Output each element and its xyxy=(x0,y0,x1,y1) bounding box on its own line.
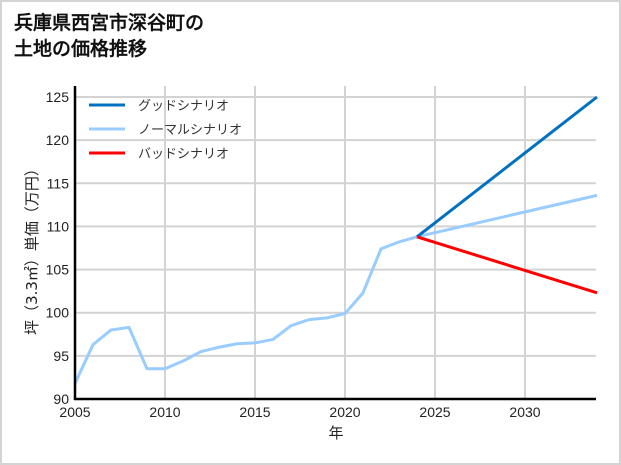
axes xyxy=(73,86,596,401)
y-tick-label: 115 xyxy=(47,175,70,191)
series-line xyxy=(416,95,598,238)
x-tick-label: 2015 xyxy=(239,404,270,420)
x-tick-label: 2030 xyxy=(509,404,540,420)
x-tick-label: 2005 xyxy=(59,404,90,420)
series-line xyxy=(416,235,598,295)
chart-title-line-2: 土地の価格推移 xyxy=(14,38,148,60)
y-tick-label: 95 xyxy=(53,348,69,364)
legend-entry-label: グッドシナリオ xyxy=(138,99,229,114)
x-tick-label: 2010 xyxy=(149,404,180,420)
gridlines xyxy=(75,86,596,399)
y-axis-label: 坪（3.3㎡）単価（万円） xyxy=(23,161,41,335)
y-tick-label: 100 xyxy=(46,305,70,321)
y-tick-label: 110 xyxy=(47,218,70,234)
y-tick-label: 105 xyxy=(46,262,70,278)
x-tick-label: 2025 xyxy=(419,404,450,420)
x-axis-label: 年 xyxy=(328,424,343,442)
y-tick-label: 120 xyxy=(46,132,70,148)
legend-entry-label: ノーマルシナリオ xyxy=(138,123,242,138)
tick-labels: 90 95 100 105 110 115 120 125 2005 2010 2015 2020 20… xyxy=(46,89,541,420)
y-tick-label: 125 xyxy=(46,89,70,105)
chart-title: 兵庫県西宮市深谷町の 土地の価格推移 xyxy=(14,10,204,62)
x-tick-label: 2020 xyxy=(329,404,360,420)
y-tick-label: 90 xyxy=(53,391,69,407)
chart-title-line-1: 兵庫県西宮市深谷町の xyxy=(14,12,205,34)
data-series xyxy=(73,95,598,385)
series-line xyxy=(73,193,598,385)
legend-entry-label: バッドシナリオ xyxy=(138,147,229,162)
